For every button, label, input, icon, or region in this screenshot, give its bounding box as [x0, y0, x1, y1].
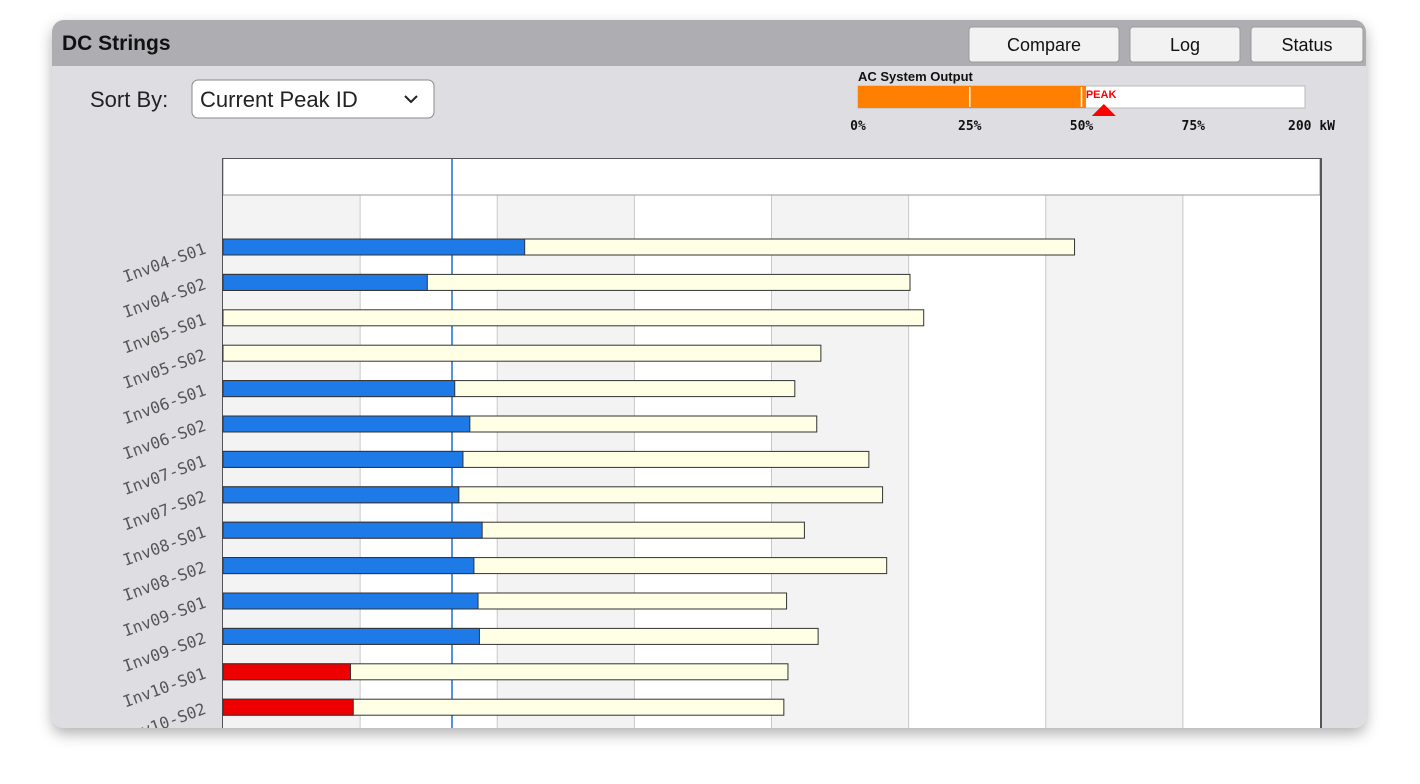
select-value[interactable]: Current Peak ID [200, 87, 358, 112]
button-label[interactable]: Status [1281, 35, 1332, 55]
button[interactable]: Compare [968, 26, 1120, 63]
bar [222, 486, 460, 504]
bar [222, 238, 526, 256]
select-box[interactable] [191, 79, 435, 119]
sort-select[interactable]: Current Peak ID [191, 79, 435, 119]
gauge-title: AC System Output [858, 69, 974, 84]
bar [222, 344, 822, 362]
peak-marker [1091, 104, 1116, 116]
gauge-tick-label: 200 kW [1288, 119, 1335, 134]
button[interactable]: Status [1250, 26, 1364, 63]
plot-frame [222, 158, 1322, 728]
button-face[interactable] [1250, 26, 1364, 63]
button-label[interactable]: Compare [1007, 35, 1081, 55]
bar [222, 450, 464, 468]
bar [222, 557, 475, 575]
header-row [222, 158, 1321, 196]
button-label[interactable]: Log [1170, 35, 1200, 55]
grid-band [1045, 195, 1183, 728]
gauge-tick-label: 75% [1182, 119, 1206, 134]
bar [222, 415, 471, 433]
bar [222, 698, 354, 716]
plot [222, 158, 1322, 728]
button-face[interactable] [968, 26, 1120, 63]
button[interactable]: Log [1129, 26, 1241, 63]
sort-label: Sort By: [90, 87, 168, 112]
panel-title: DC Strings [62, 32, 171, 55]
bar [222, 273, 428, 291]
gauge-tick-label: 0% [850, 119, 866, 134]
bar [222, 309, 925, 327]
select-chevron[interactable] [404, 95, 418, 104]
button-face[interactable] [1129, 26, 1241, 63]
peak-label: PEAK [1086, 89, 1117, 101]
gauge-fill [858, 86, 1086, 108]
bar [222, 521, 483, 539]
gauge-tick-label: 50% [1070, 119, 1094, 134]
bar [222, 663, 352, 681]
gauge-tick-label: 25% [958, 119, 982, 134]
bar [222, 627, 480, 645]
bar [222, 592, 479, 610]
bar [222, 380, 456, 398]
